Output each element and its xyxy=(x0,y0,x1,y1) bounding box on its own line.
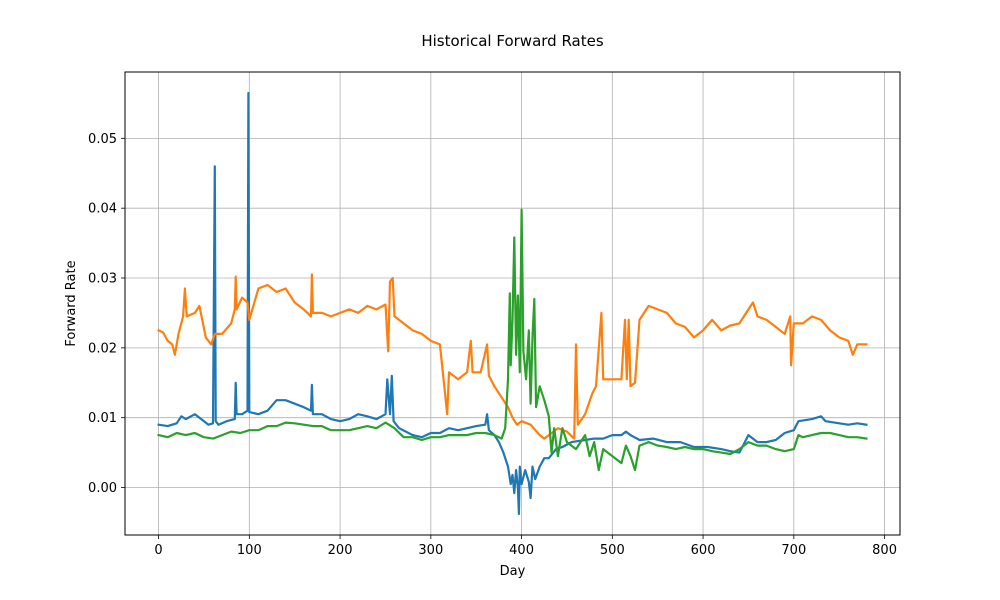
y-axis-label: Forward Rate xyxy=(64,260,79,346)
y-tick-label: 0.01 xyxy=(88,411,117,426)
x-tick-label: 100 xyxy=(237,543,262,558)
y-tick-label: 0.02 xyxy=(88,341,117,356)
series-layer xyxy=(157,91,868,516)
series-line-1 xyxy=(157,91,868,516)
axis-ticks: 0 100 200 300 400 500 600 700 800 0.00 0.01 0.02 0.0… xyxy=(88,132,897,558)
x-tick-label: 600 xyxy=(691,543,716,558)
series-line-2 xyxy=(157,273,868,440)
plot-area-frame xyxy=(124,71,901,536)
y-tick-label: 0.03 xyxy=(88,272,117,287)
x-tick-label: 0 xyxy=(154,543,162,558)
x-tick-label: 300 xyxy=(418,543,443,558)
x-tick-label: 800 xyxy=(872,543,897,558)
y-tick-label: 0.00 xyxy=(88,481,117,496)
x-tick-label: 500 xyxy=(600,543,625,558)
x-tick-label: 700 xyxy=(781,543,806,558)
y-tick-label: 0.04 xyxy=(88,202,117,217)
x-tick-label: 400 xyxy=(509,543,534,558)
x-axis-label: Day xyxy=(500,564,526,579)
y-tick-label: 0.05 xyxy=(88,132,117,147)
chart-title: Historical Forward Rates xyxy=(421,32,604,50)
series-line-3 xyxy=(157,208,868,472)
x-tick-label: 200 xyxy=(328,543,353,558)
